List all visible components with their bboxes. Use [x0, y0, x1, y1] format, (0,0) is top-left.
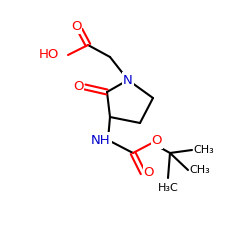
- Text: O: O: [144, 166, 154, 179]
- Text: H₃C: H₃C: [158, 183, 178, 193]
- Text: CH₃: CH₃: [194, 145, 214, 155]
- Text: HO: HO: [38, 48, 59, 62]
- Text: CH₃: CH₃: [190, 165, 210, 175]
- Text: O: O: [73, 80, 83, 94]
- Text: O: O: [152, 134, 162, 147]
- Text: N: N: [123, 74, 133, 86]
- Text: NH: NH: [91, 134, 111, 146]
- Text: O: O: [71, 20, 81, 32]
